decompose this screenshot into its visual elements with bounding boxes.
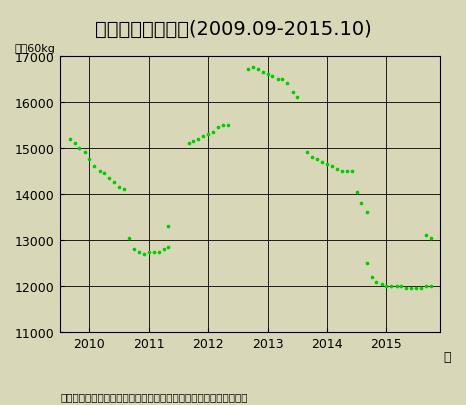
Point: [427, 283, 435, 290]
Point: [338, 168, 346, 175]
Point: [200, 134, 207, 140]
Point: [397, 283, 405, 290]
Point: [343, 168, 350, 175]
Point: [423, 232, 430, 239]
Point: [75, 145, 83, 152]
Point: [313, 157, 321, 163]
Point: [140, 251, 148, 258]
Point: [323, 161, 331, 168]
Text: 円／60kg: 円／60kg: [14, 44, 55, 53]
Point: [209, 129, 217, 136]
Point: [274, 76, 281, 83]
Point: [244, 67, 252, 73]
Point: [348, 168, 356, 175]
Point: [383, 283, 390, 290]
Point: [194, 136, 202, 143]
Point: [423, 283, 430, 290]
Point: [125, 235, 133, 241]
Point: [164, 244, 172, 251]
Point: [412, 286, 420, 292]
Point: [289, 90, 296, 96]
Point: [254, 67, 261, 73]
Point: [333, 166, 341, 173]
Text: 年: 年: [444, 350, 451, 363]
Point: [96, 168, 103, 175]
Point: [427, 235, 435, 241]
Point: [259, 69, 267, 76]
Point: [164, 224, 172, 230]
Point: [90, 164, 98, 170]
Point: [387, 283, 395, 290]
Point: [368, 274, 375, 281]
Point: [205, 131, 212, 138]
Point: [130, 246, 138, 253]
Point: [294, 95, 301, 101]
Point: [264, 72, 271, 78]
Point: [81, 150, 89, 156]
Point: [378, 281, 385, 288]
Point: [249, 65, 256, 71]
Point: [283, 81, 291, 87]
Point: [304, 150, 311, 156]
Point: [308, 154, 316, 161]
Point: [101, 171, 108, 177]
Point: [373, 279, 380, 285]
Point: [358, 200, 365, 207]
Point: [105, 175, 113, 181]
Text: 年産別米価の推移(2009.09-2015.10): 年産別米価の推移(2009.09-2015.10): [95, 20, 371, 39]
Point: [116, 184, 123, 191]
Point: [393, 283, 400, 290]
Point: [224, 122, 232, 129]
Point: [363, 260, 370, 267]
Point: [120, 187, 128, 193]
Point: [150, 249, 158, 255]
Point: [110, 180, 118, 186]
Point: [185, 141, 192, 147]
Point: [145, 249, 152, 255]
Point: [135, 249, 143, 255]
Point: [279, 76, 286, 83]
Point: [190, 138, 197, 145]
Point: [71, 141, 78, 147]
Point: [328, 164, 336, 170]
Point: [155, 249, 163, 255]
Point: [363, 210, 370, 216]
Point: [66, 136, 74, 143]
Point: [86, 157, 93, 163]
Point: [215, 124, 222, 131]
Point: [160, 246, 167, 253]
Text: 資料は農水省「米に関するマンスリーレポート」より相対取引価格: 資料は農水省「米に関するマンスリーレポート」より相対取引価格: [61, 391, 248, 401]
Point: [353, 189, 361, 195]
Point: [319, 159, 326, 166]
Point: [219, 122, 227, 129]
Point: [417, 286, 425, 292]
Point: [269, 74, 276, 80]
Point: [402, 286, 410, 292]
Point: [408, 286, 415, 292]
